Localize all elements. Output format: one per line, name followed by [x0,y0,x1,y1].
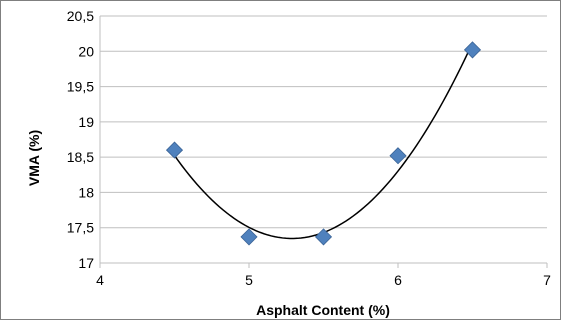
x-tick-label: 4 [96,272,104,288]
y-tick-label: 18 [78,184,94,200]
y-tick-label: 20,5 [67,8,94,24]
axes [99,16,548,268]
data-point [463,41,482,59]
y-tick-label: 19 [78,114,94,130]
y-axis-title: VMA (%) [26,130,42,186]
grid-lines [100,15,547,229]
y-tick-label: 17 [78,255,94,271]
x-tick-labels: 4 5 6 7 [96,272,551,288]
trendline [173,42,474,240]
data-point [240,228,258,246]
data-point [314,228,333,246]
trendline-group [173,42,474,240]
x-tick-label: 5 [245,272,253,288]
y-tick-label: 20 [78,43,94,59]
y-tick-labels: 17 17,5 18 18,5 19 19,5 20 20,5 [67,8,94,271]
x-tick-label: 6 [394,272,402,288]
data-point [165,141,184,159]
x-axis-title: Asphalt Content (%) [256,302,390,318]
y-tick-label: 18,5 [67,149,94,165]
data-points [165,41,482,246]
y-tick-label: 19,5 [67,79,94,95]
data-point [389,147,407,165]
x-tick-label: 7 [543,272,551,288]
y-tick-label: 17,5 [67,220,94,236]
